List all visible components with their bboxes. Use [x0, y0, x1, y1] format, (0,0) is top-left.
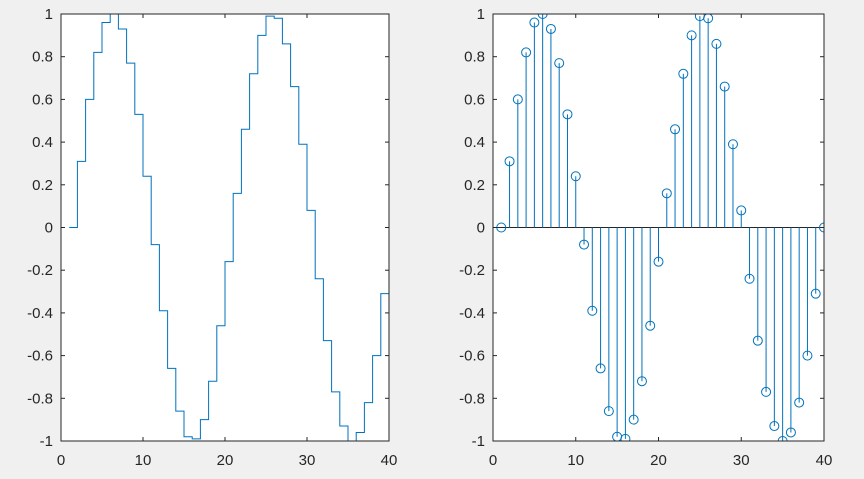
stem-marker: [703, 14, 714, 24]
stem-marker: [620, 433, 631, 441]
y-tick-label: -1: [40, 433, 53, 450]
x-tick-label: 20: [217, 452, 234, 469]
y-tick-label: -1: [472, 433, 485, 450]
stairs-plot: 0 10 20 30 40 -1 -0.8 -0.6 -0.4 -0.2 0 0.2 0.4 0.6 0.8…: [27, 6, 397, 469]
y-tick-label: -0.2: [459, 262, 485, 279]
stem-marker: [794, 397, 805, 408]
x-tick-label: 0: [489, 452, 497, 469]
y-tick-label: -0.6: [27, 348, 53, 365]
y-tick-label: 0.6: [464, 91, 485, 108]
y-tick-label: 0: [45, 220, 53, 237]
stem-marker: [595, 363, 606, 374]
stem-marker: [785, 427, 796, 438]
x-tick-label: 0: [57, 452, 65, 469]
stem-marker: [562, 109, 573, 120]
y-tick-label: 0: [477, 220, 485, 237]
stem-marker: [537, 14, 548, 19]
stem-marker: [686, 30, 697, 41]
y-tick-label: 0.8: [464, 49, 485, 66]
stem-marker: [736, 205, 747, 216]
y-tick-label: -0.8: [27, 390, 53, 407]
stem-marker: [521, 47, 532, 58]
stem-marker: [628, 414, 639, 425]
stem-marker: [504, 156, 515, 167]
y-tick-label: -0.2: [27, 262, 53, 279]
y-tick-label: 0.4: [464, 134, 485, 151]
y-tick-label: 1: [45, 6, 53, 23]
stem-marker: [810, 288, 821, 299]
stem-marker: [570, 171, 581, 182]
stem-marker: [670, 124, 681, 135]
data-layer: [493, 14, 824, 441]
y-tick-label: -0.4: [27, 305, 53, 322]
stem-marker: [761, 386, 772, 397]
y-tick-label: -0.4: [459, 305, 485, 322]
stem-marker: [529, 17, 540, 28]
stem-marker: [579, 239, 590, 250]
stem-marker: [661, 188, 672, 199]
stem-marker: [645, 320, 656, 331]
stem-marker: [603, 406, 614, 417]
stem-marker: [711, 38, 722, 49]
x-tick-label: 30: [299, 452, 316, 469]
data-layer: [69, 14, 389, 441]
x-tick-label: 40: [816, 452, 833, 469]
stem-marker: [777, 436, 788, 441]
y-tick-label: -0.6: [459, 348, 485, 365]
x-tick-label: 40: [381, 452, 398, 469]
stem-marker: [819, 222, 824, 233]
y-tick-label: 0.4: [32, 134, 53, 151]
stem-marker: [744, 273, 755, 284]
y-tick-label: 0.2: [464, 177, 485, 194]
x-tick-label: 20: [650, 452, 667, 469]
stem-marker: [512, 94, 523, 105]
stairs-series-line: [69, 14, 389, 441]
stem-marker: [769, 421, 780, 432]
stem-marker: [587, 305, 598, 316]
plot-area: [61, 14, 389, 441]
y-tick-label: 0.6: [32, 91, 53, 108]
stem-marker: [636, 376, 647, 387]
stem-marker: [752, 335, 763, 346]
x-tick-label: 10: [135, 452, 152, 469]
stem-marker: [554, 58, 565, 69]
y-tick-label: 0.2: [32, 177, 53, 194]
stem-plot: 0 10 20 30 40 -1 -0.8 -0.6 -0.4 -0.2 0 0.2 0.4 0.6 0.8…: [459, 6, 832, 469]
stem-marker: [727, 139, 738, 150]
stem-marker: [678, 68, 689, 79]
y-tick-label: -0.8: [459, 390, 485, 407]
stem-marker: [719, 81, 730, 92]
stem-marker: [653, 256, 664, 267]
stem-marker: [802, 350, 813, 361]
stem-marker: [545, 23, 556, 34]
x-tick-label: 30: [733, 452, 750, 469]
y-tick-label: 0.8: [32, 49, 53, 66]
x-tick-label: 10: [567, 452, 584, 469]
y-tick-label: 1: [477, 6, 485, 23]
